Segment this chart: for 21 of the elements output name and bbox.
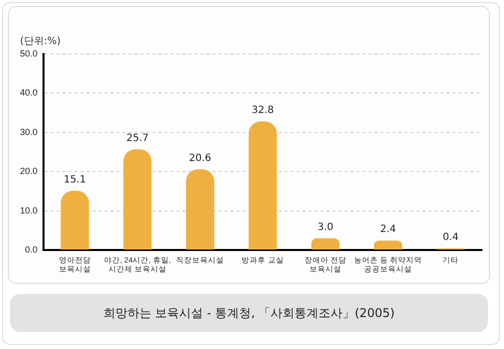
data-label: 25.7	[126, 132, 149, 144]
data-label: 0.4	[442, 232, 459, 244]
y-tick-label: 20.0	[20, 166, 38, 176]
text: 희망하는 보육시설 - 통계청, 「사회통계조사」(2005)	[10, 294, 488, 332]
data-label: 32.8	[252, 105, 274, 116]
bar	[186, 169, 214, 250]
bar	[248, 121, 277, 250]
bar	[374, 240, 402, 250]
bar	[311, 238, 340, 250]
data-label: 2.4	[380, 224, 396, 236]
y-tick-label: 30.0	[20, 126, 38, 137]
y-tick-label: 40.0	[20, 88, 38, 98]
data-label: 20.6	[188, 152, 212, 164]
y-tick-label: 0.0	[25, 244, 38, 254]
y-tick-label: 10.0	[20, 205, 38, 216]
y-tick-label: 50.0	[20, 48, 38, 58]
y-axis-title: (단위:%)	[20, 35, 61, 48]
data-label: 3.0	[317, 222, 334, 233]
bar	[123, 149, 152, 250]
bar	[60, 190, 89, 250]
data-label: 15.1	[64, 174, 86, 186]
